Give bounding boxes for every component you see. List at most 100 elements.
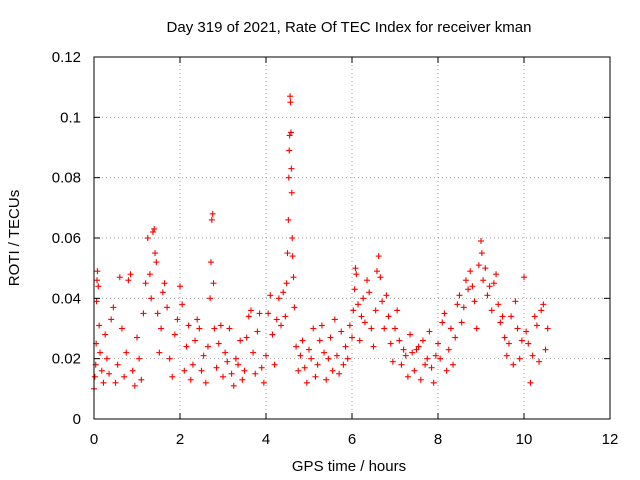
- x-tick-label: 2: [176, 431, 184, 448]
- data-point: [495, 301, 502, 308]
- data-point: [361, 319, 368, 326]
- data-point: [295, 367, 302, 374]
- data-point: [94, 268, 101, 275]
- data-point: [372, 307, 379, 314]
- data-point: [151, 225, 158, 232]
- data-point: [338, 328, 345, 335]
- data-point: [174, 316, 181, 323]
- data-point: [529, 352, 536, 359]
- data-point: [428, 364, 435, 371]
- data-point: [417, 376, 424, 383]
- data-point: [228, 370, 235, 377]
- data-point: [413, 346, 420, 353]
- chart-title: Day 319 of 2021, Rate Of TEC Index for r…: [167, 19, 532, 36]
- data-point: [454, 301, 461, 308]
- data-point: [273, 316, 280, 323]
- y-tick-label: 0.02: [52, 351, 81, 368]
- data-point: [531, 313, 538, 320]
- data-point: [293, 343, 300, 350]
- data-point: [189, 361, 196, 368]
- data-point: [503, 352, 510, 359]
- data-point: [97, 349, 104, 356]
- data-point: [106, 370, 113, 377]
- data-point: [161, 280, 168, 287]
- data-point: [260, 379, 267, 386]
- data-point: [179, 301, 186, 308]
- data-point: [285, 174, 292, 181]
- data-point: [501, 334, 508, 341]
- data-point: [355, 301, 362, 308]
- data-point: [131, 382, 138, 389]
- data-point: [452, 334, 459, 341]
- data-point: [516, 355, 523, 362]
- data-point: [392, 325, 398, 332]
- data-point: [127, 271, 134, 278]
- data-point: [108, 316, 115, 323]
- data-point: [533, 322, 540, 329]
- data-point: [245, 313, 252, 320]
- data-point: [247, 307, 254, 314]
- data-point: [308, 355, 315, 362]
- data-point: [544, 325, 551, 332]
- data-point: [211, 325, 218, 332]
- data-point: [226, 325, 233, 332]
- data-point: [344, 355, 351, 362]
- grid: [94, 57, 610, 419]
- data-point: [450, 361, 457, 368]
- data-point: [473, 325, 480, 332]
- data-point: [398, 361, 405, 368]
- data-point: [375, 253, 382, 260]
- data-point: [465, 286, 472, 293]
- data-point: [200, 352, 207, 359]
- y-tick-label: 0.08: [52, 170, 81, 187]
- data-point: [288, 165, 295, 172]
- data-point: [207, 259, 214, 266]
- data-point: [389, 358, 396, 365]
- data-point: [148, 295, 155, 302]
- data-point: [303, 379, 310, 386]
- data-point: [112, 379, 119, 386]
- data-point: [208, 216, 215, 223]
- data-point: [136, 355, 143, 362]
- data-point: [278, 322, 285, 329]
- data-point: [316, 337, 323, 344]
- data-point: [458, 319, 465, 326]
- data-point: [518, 337, 525, 344]
- data-points: [91, 93, 551, 392]
- data-point: [152, 250, 159, 257]
- data-point: [456, 292, 463, 299]
- data-point: [138, 376, 145, 383]
- x-tick-label: 0: [90, 431, 98, 448]
- data-point: [482, 265, 489, 272]
- data-point: [523, 328, 530, 335]
- data-point: [331, 316, 338, 323]
- data-point: [383, 292, 390, 299]
- data-point: [471, 298, 478, 305]
- data-point: [447, 325, 454, 332]
- y-tick-labels: 0 0.02 0.04 0.06 0.08 0.1 0.12: [52, 49, 81, 428]
- data-point: [432, 352, 439, 359]
- data-point: [325, 355, 332, 362]
- data-point: [297, 352, 304, 359]
- data-point: [239, 376, 246, 383]
- data-point: [267, 292, 274, 299]
- data-point: [146, 271, 153, 278]
- data-point: [478, 238, 484, 245]
- data-point: [210, 280, 217, 287]
- data-point: [258, 364, 265, 371]
- data-point: [358, 313, 365, 320]
- data-point: [140, 310, 147, 317]
- data-point: [411, 367, 418, 374]
- data-point: [164, 304, 171, 311]
- data-point: [230, 382, 237, 389]
- data-point: [289, 253, 296, 260]
- data-point: [103, 355, 110, 362]
- data-point: [490, 280, 497, 287]
- data-point: [505, 340, 512, 347]
- data-point: [387, 340, 394, 347]
- data-point: [475, 262, 482, 269]
- data-point: [424, 355, 431, 362]
- data-point: [394, 307, 401, 314]
- data-point: [96, 322, 103, 329]
- data-point: [187, 376, 194, 383]
